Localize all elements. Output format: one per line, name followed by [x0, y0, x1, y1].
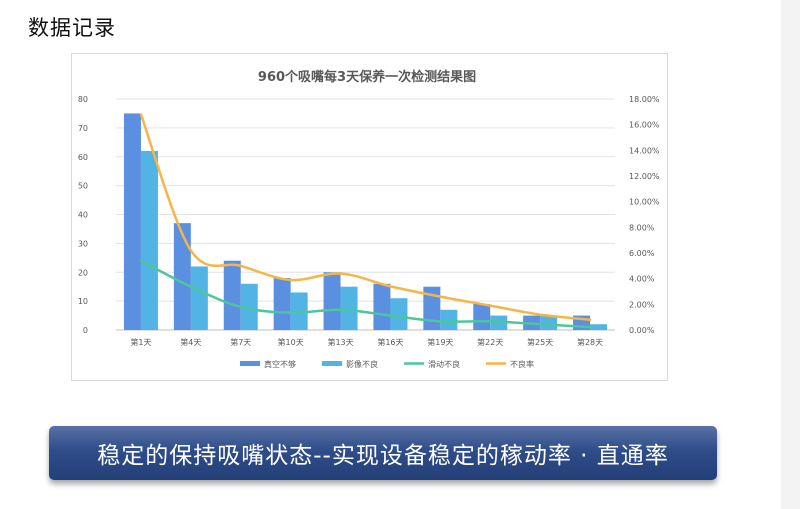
combo-chart: 960个吸嘴每3天保养一次检测结果图 0 10 20 30 40 50 60 70 80 0.00… — [78, 69, 660, 369]
y-left-tick-label: 10 — [78, 297, 88, 306]
y-right-tick-label: 10.00% — [629, 198, 660, 207]
legend-swatch — [240, 361, 260, 366]
y-left-tick-label: 30 — [78, 239, 88, 248]
y-left-tick-label: 70 — [78, 124, 88, 133]
bar-vacuum — [373, 283, 391, 330]
y-left-tick-label: 20 — [78, 268, 88, 277]
y-right-tick-label: 8.00% — [629, 223, 655, 232]
y-left-tick-label: 80 — [78, 95, 88, 104]
legend-label: 滑动不良 — [428, 359, 460, 369]
y-right-tick-label: 4.00% — [629, 275, 655, 284]
y-left-tick-label: 40 — [78, 211, 88, 220]
legend: 真空不够 影像不良 滑动不良 不良率 — [240, 359, 534, 369]
x-tick-label: 第10天 — [278, 337, 304, 347]
bar-vacuum — [223, 260, 241, 330]
line-defect-rate — [139, 113, 592, 321]
y-right-tick-label: 12.00% — [629, 172, 660, 181]
line-slide-defect — [139, 259, 592, 329]
y-right-tick-label: 6.00% — [629, 249, 655, 258]
bar-image — [440, 309, 458, 330]
chart-title: 960个吸嘴每3天保养一次检测结果图 — [258, 69, 476, 85]
axes: 0 10 20 30 40 50 60 70 80 0.00% 2.00% 4.00% 6.00% 8.0… — [78, 95, 660, 347]
y-right-tick-label: 0.00% — [629, 326, 655, 335]
x-tick-label: 第13天 — [327, 337, 353, 347]
right-scroll-rail — [781, 0, 800, 509]
line-series — [139, 113, 592, 329]
legend-label: 不良率 — [510, 359, 534, 369]
banner-text: 稳定的保持吸嘴状态--实现设备稳定的稼动率 · 直通率 — [97, 443, 669, 469]
bar-image — [290, 292, 308, 330]
y-left-tick-label: 50 — [78, 182, 88, 191]
bar-image — [140, 150, 158, 330]
bar-vacuum — [273, 278, 291, 330]
y-right-tick-label: 18.00% — [629, 95, 660, 104]
x-tick-label: 第7天 — [230, 337, 251, 347]
bar-series — [123, 113, 608, 330]
page-title: 数据记录 — [28, 16, 116, 40]
x-tick-label: 第25天 — [527, 337, 553, 347]
x-tick-label: 第22天 — [477, 337, 503, 347]
bar-vacuum — [323, 272, 341, 330]
bar-image — [590, 324, 608, 330]
x-tick-label: 第19天 — [427, 337, 453, 347]
bar-image — [390, 298, 408, 330]
slogan-banner: 稳定的保持吸嘴状态--实现设备稳定的稼动率 · 直通率 — [49, 426, 717, 480]
legend-label: 影像不良 — [346, 359, 378, 369]
bar-image — [540, 315, 558, 330]
bar-image — [240, 283, 258, 330]
bar-vacuum — [123, 113, 141, 330]
legend-swatch — [322, 361, 342, 366]
y-left-tick-label: 60 — [78, 153, 88, 162]
x-tick-label: 第28天 — [577, 337, 603, 347]
x-tick-label: 第16天 — [377, 337, 403, 347]
bar-image — [190, 266, 208, 330]
bar-image — [340, 286, 358, 330]
y-right-tick-label: 16.00% — [629, 121, 660, 130]
y-left-tick-label: 0 — [83, 326, 88, 335]
y-right-tick-label: 14.00% — [629, 146, 660, 155]
bar-vacuum — [473, 304, 491, 330]
y-right-tick-label: 2.00% — [629, 300, 655, 309]
bar-vacuum — [173, 223, 191, 330]
x-tick-label: 第1天 — [130, 337, 151, 347]
legend-label: 真空不够 — [264, 359, 296, 369]
x-tick-label: 第4天 — [180, 337, 201, 347]
chart-card: 960个吸嘴每3天保养一次检测结果图 0 10 20 30 40 50 60 70 80 0.00… — [71, 53, 668, 381]
